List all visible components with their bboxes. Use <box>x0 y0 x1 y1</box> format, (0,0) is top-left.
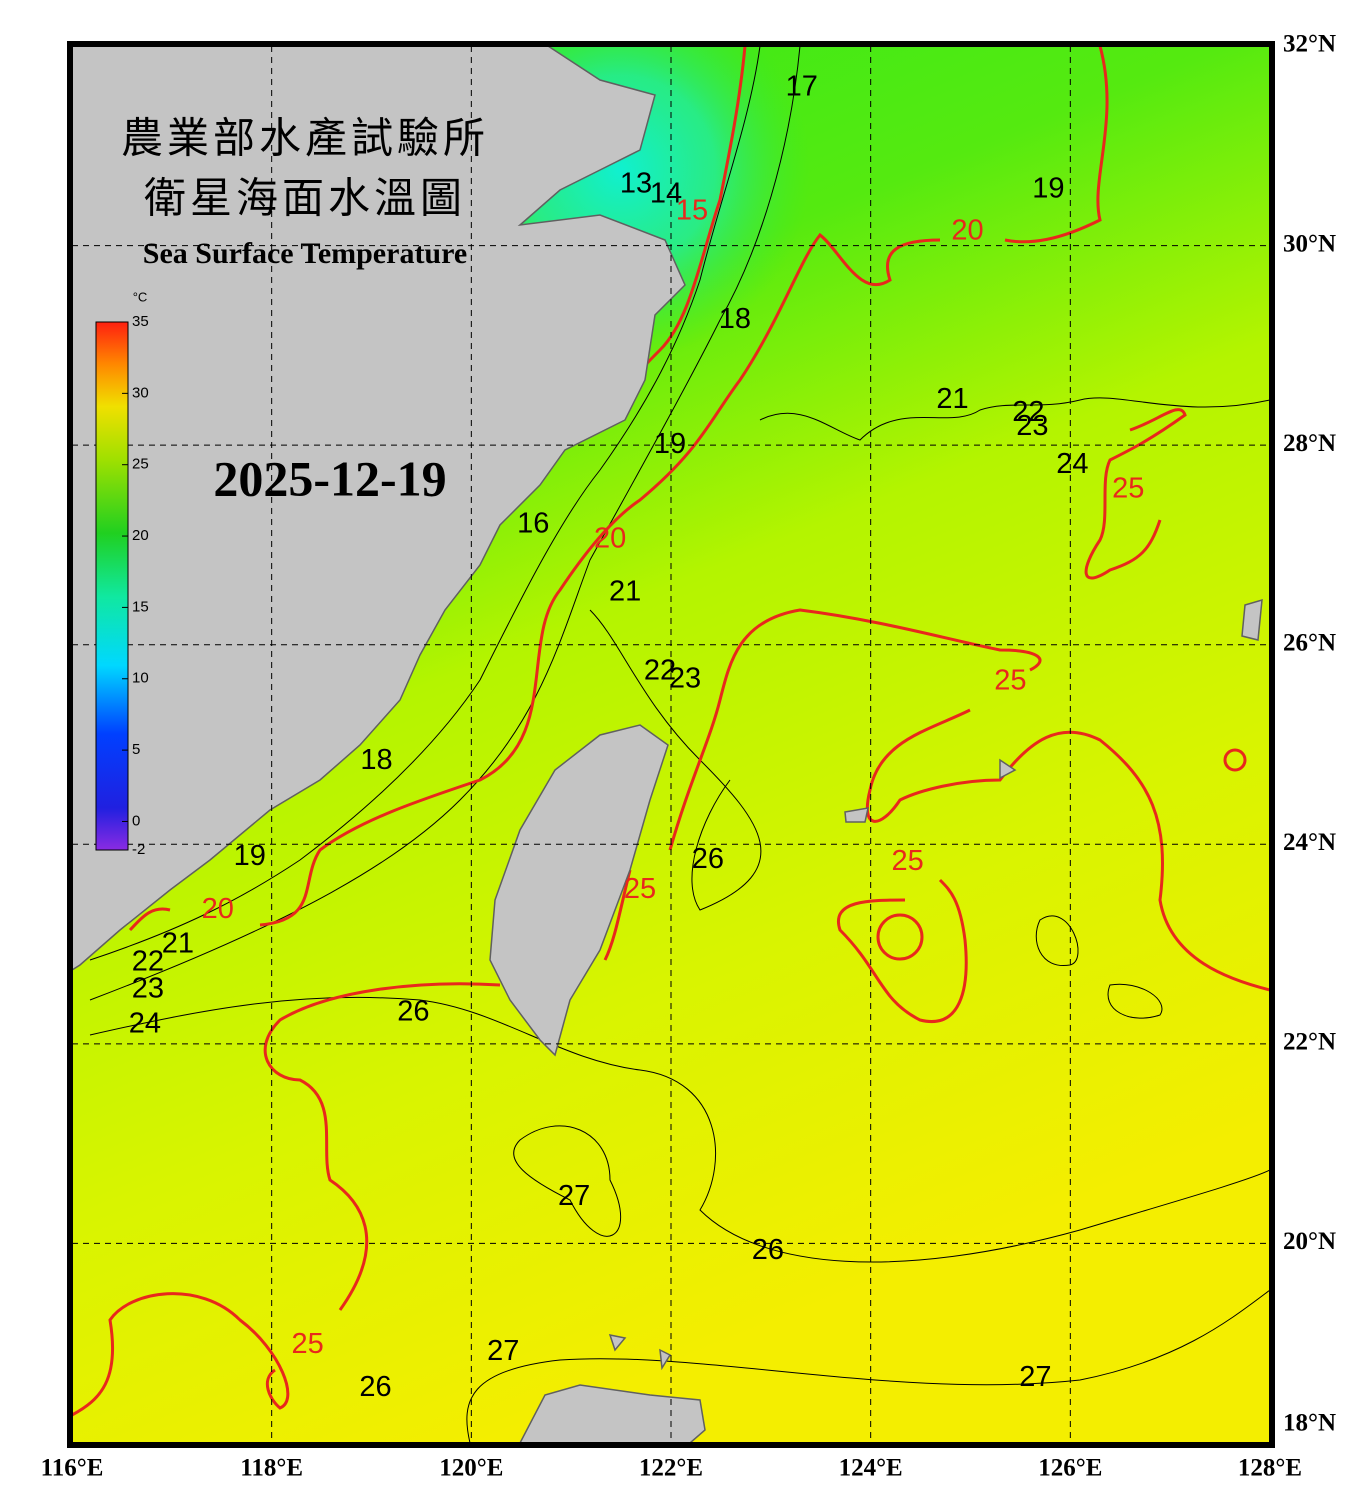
colorbar-tick-label: 30 <box>132 384 149 401</box>
contour-label: 15 <box>676 194 708 226</box>
contour-label: 26 <box>692 843 724 875</box>
colorbar-tick-label: -2 <box>132 841 145 858</box>
contour-label: 21 <box>936 383 968 415</box>
colorbar-tick-label: 5 <box>132 741 140 758</box>
title-en: Sea Surface Temperature <box>143 237 467 270</box>
contour-label: 14 <box>650 177 682 209</box>
contour-label: 21 <box>162 928 194 960</box>
title-zh-1: 農業部水產試驗所 <box>121 116 489 163</box>
contour-label: 27 <box>1019 1361 1051 1393</box>
contour-label: 25 <box>1112 473 1144 505</box>
y-tick-label: 22°N <box>1283 1029 1336 1056</box>
colorbar-tick-label: 20 <box>132 527 149 544</box>
islands <box>608 598 1263 1371</box>
x-tick-label: 126°E <box>1038 1455 1102 1482</box>
colorbar-tick-label: 35 <box>132 313 149 330</box>
contour-label: 19 <box>654 428 686 460</box>
luzon <box>519 1384 706 1443</box>
x-tick-label: 128°E <box>1238 1455 1302 1482</box>
contour-label: 21 <box>609 575 641 607</box>
contour-label: 19 <box>1032 172 1064 204</box>
date: 2025-12-19 <box>213 450 446 506</box>
y-tick-label: 24°N <box>1283 829 1336 856</box>
taiwan <box>489 724 669 1057</box>
contour-label: 20 <box>951 214 983 246</box>
isotherms-5c <box>72 46 1270 1417</box>
axes: 116°E 118°E 120°E 122°E 124°E 126°E 128°E 32°N 3… <box>41 31 1336 1482</box>
contour-label: 20 <box>594 523 626 555</box>
contour-label: 22 <box>644 654 676 686</box>
contour-label: 22 <box>1012 396 1044 428</box>
contour-label: 18 <box>719 303 751 335</box>
contour-label: 25 <box>291 1328 323 1360</box>
y-tick-label: 30°N <box>1283 230 1336 257</box>
contour-label: 22 <box>132 946 164 978</box>
contour-label: 19 <box>234 840 266 872</box>
isotherms <box>89 46 1270 1443</box>
contour-label: 23 <box>132 973 164 1005</box>
x-tick-label: 120°E <box>439 1455 503 1482</box>
contour-label: 23 <box>669 662 701 694</box>
map-frame <box>67 41 1275 1448</box>
grid <box>72 46 1270 1443</box>
colorbar-tick-label: 15 <box>132 598 149 615</box>
y-tick-label: 28°N <box>1283 430 1336 457</box>
x-tick-label: 116°E <box>41 1455 104 1482</box>
x-tick-label: 118°E <box>240 1455 303 1482</box>
contour-label: 27 <box>487 1335 519 1367</box>
contour-label: 26 <box>752 1234 784 1266</box>
title-zh-2: 衛星海面水溫圖 <box>144 177 466 223</box>
contour-label: 13 <box>620 167 652 199</box>
contour-label: 17 <box>786 71 818 103</box>
colorbar <box>95 321 129 851</box>
contour-label: 23 <box>1016 410 1048 442</box>
y-tick-label: 18°N <box>1283 1410 1336 1437</box>
contour-label: 27 <box>558 1180 590 1212</box>
colorbar-tick-label: 0 <box>132 812 140 829</box>
contour-label: 18 <box>360 744 392 776</box>
colorbar-tick-label: 25 <box>132 456 149 473</box>
contour-label: 24 <box>129 1008 161 1040</box>
y-tick-label: 20°N <box>1283 1228 1336 1255</box>
contour-label: 16 <box>517 508 549 540</box>
contour-label: 20 <box>202 893 234 925</box>
y-tick-label: 32°N <box>1283 31 1336 58</box>
contour-label: 26 <box>397 996 429 1028</box>
land <box>72 46 1263 1443</box>
contour-label: 25 <box>994 664 1026 696</box>
contour-label: 24 <box>1056 448 1088 480</box>
contour-label: 25 <box>891 845 923 877</box>
contour-label: 26 <box>359 1371 391 1403</box>
x-tick-label: 124°E <box>839 1455 903 1482</box>
x-tick-label: 122°E <box>639 1455 703 1482</box>
colorbar-unit: °C <box>133 289 148 304</box>
colorbar-ticks: 35 30 25 20 15 10 5 0 -2 <box>122 313 149 858</box>
mainland <box>72 46 686 971</box>
colorbar-tick-label: 10 <box>132 670 149 687</box>
contour-label: 25 <box>624 873 656 905</box>
y-tick-label: 26°N <box>1283 629 1336 656</box>
